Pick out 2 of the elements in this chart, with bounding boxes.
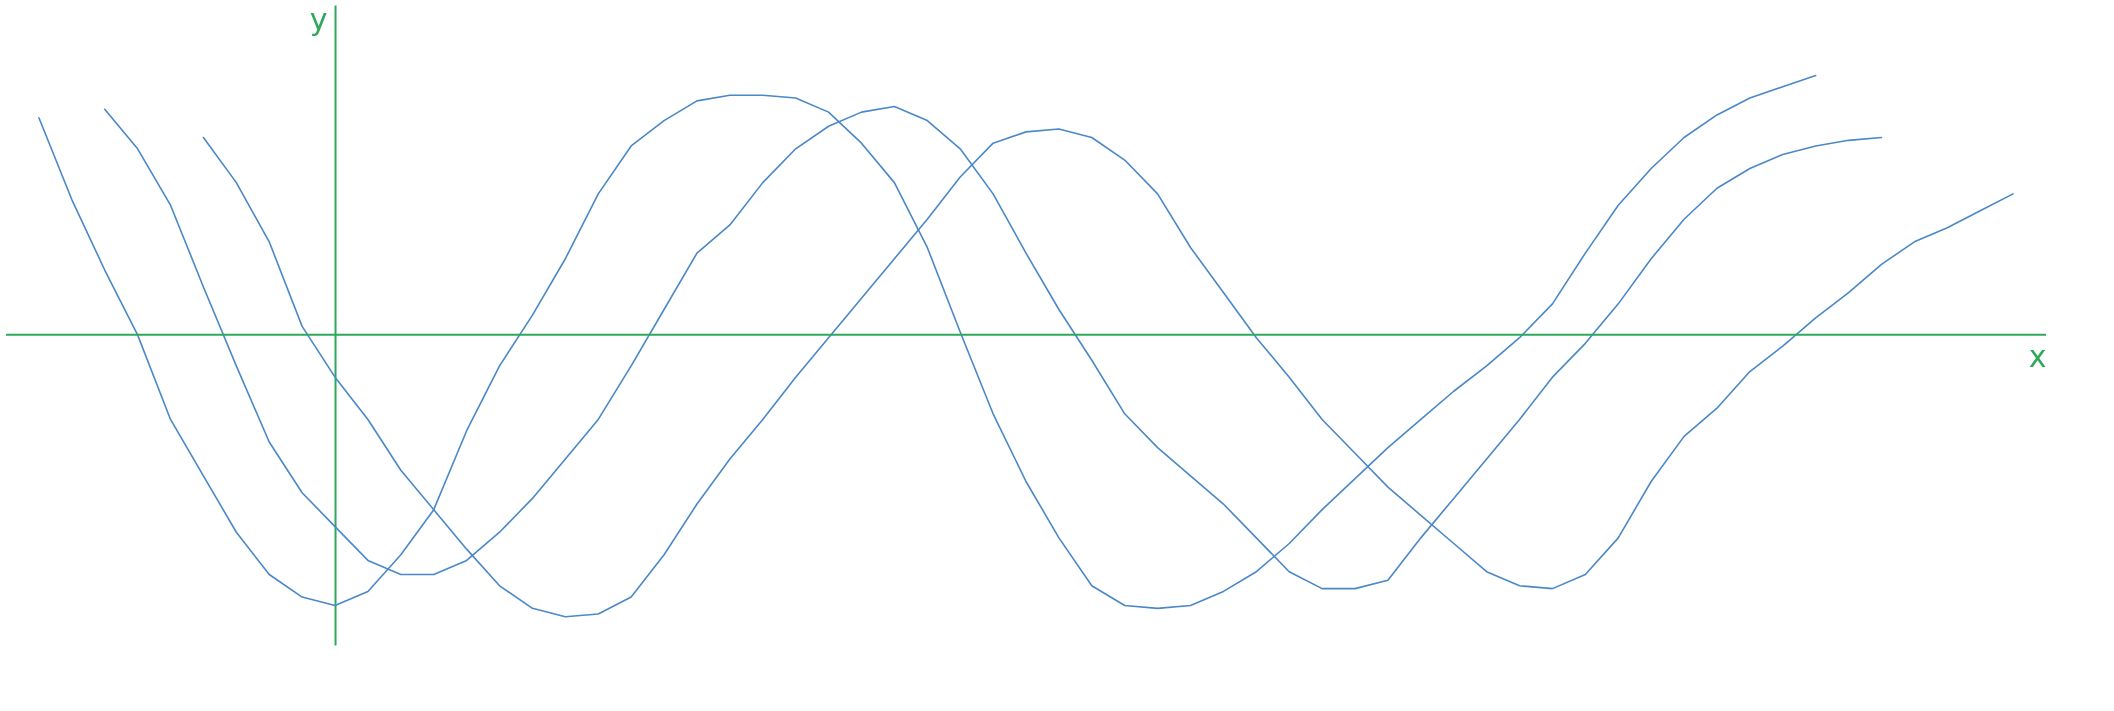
y-axis-title: y [309, 1, 328, 37]
x-axis-title: x [2028, 339, 2047, 375]
